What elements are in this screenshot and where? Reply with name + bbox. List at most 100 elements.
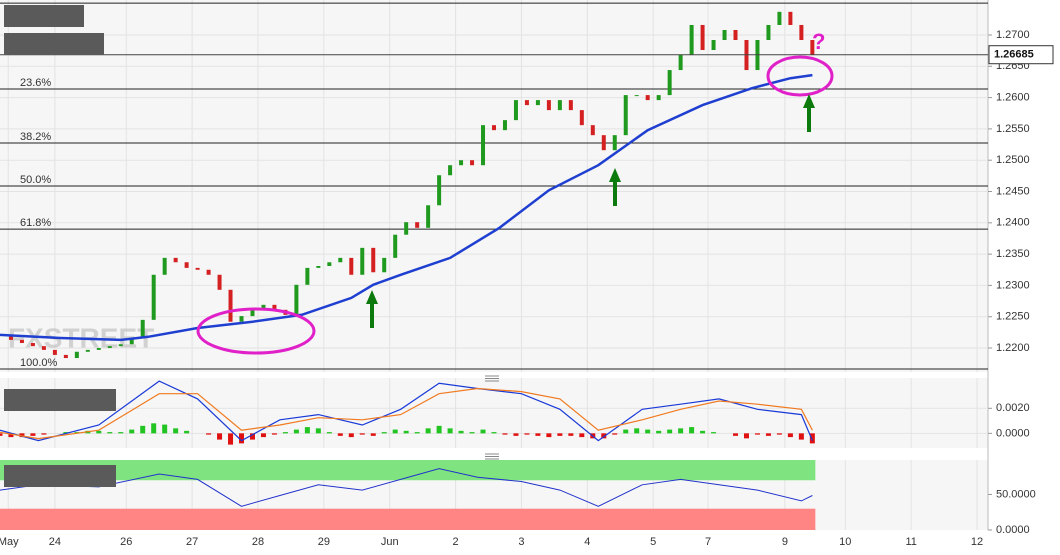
- y-tick-label: 1.2500: [996, 154, 1030, 166]
- label-box: [4, 389, 116, 411]
- candle: [788, 11, 793, 25]
- histogram-bar: [546, 433, 552, 438]
- histogram-bar: [425, 428, 431, 434]
- candle: [502, 120, 507, 131]
- histogram-bar: [249, 433, 255, 440]
- histogram-bar: [667, 429, 673, 434]
- candle: [272, 304, 277, 310]
- histogram-bar: [239, 433, 245, 444]
- x-tick-label: 2: [453, 536, 459, 548]
- candle: [557, 100, 562, 111]
- histogram-bar: [798, 433, 804, 440]
- candle: [700, 24, 705, 51]
- candle: [195, 267, 200, 270]
- x-tick-label: 4: [584, 536, 590, 548]
- histogram-bar: [370, 433, 376, 436]
- candle: [481, 125, 486, 166]
- candle: [777, 11, 782, 25]
- candle: [349, 257, 354, 275]
- y-tick-label: 1.2450: [996, 185, 1030, 197]
- histogram-bar: [787, 433, 793, 438]
- histogram-bar: [678, 428, 684, 434]
- histogram-bar: [776, 433, 782, 435]
- candle: [239, 316, 244, 322]
- x-tick-label: 26: [120, 536, 132, 548]
- histogram-bar: [271, 433, 277, 435]
- candle: [371, 247, 376, 273]
- last-price-box: [988, 45, 1054, 65]
- histogram-bar: [645, 429, 651, 434]
- candle: [513, 100, 518, 121]
- candle: [393, 234, 398, 258]
- histogram-bar: [733, 433, 739, 436]
- candle: [261, 304, 266, 308]
- histogram-bar: [436, 425, 442, 434]
- candle: [184, 262, 189, 268]
- candle: [733, 29, 738, 41]
- resize-handle[interactable]: [485, 375, 499, 382]
- histogram-bar: [568, 433, 574, 436]
- oversold-zone: [0, 508, 816, 530]
- candle: [30, 343, 35, 347]
- resize-handle[interactable]: [485, 453, 499, 460]
- histogram-bar: [502, 433, 508, 435]
- x-tick-label: 27: [186, 536, 198, 548]
- arrow: [803, 94, 815, 132]
- fib-label: 61.8%: [20, 217, 51, 229]
- candle: [590, 125, 595, 136]
- candle: [546, 100, 551, 111]
- x-tick-label: 11: [905, 536, 916, 548]
- histogram-bar: [337, 433, 343, 436]
- candle: [656, 95, 661, 101]
- fib-label: 0.0%: [20, 0, 45, 3]
- annotation-text: ?: [812, 29, 825, 54]
- histogram-bar: [458, 430, 464, 434]
- histogram-bar: [359, 433, 365, 435]
- x-tick-label: 5: [650, 536, 656, 548]
- last-price-label: 1.26685: [994, 49, 1034, 61]
- x-tick-label: 28: [252, 536, 264, 548]
- rsi-line: [0, 468, 813, 507]
- histogram-bar: [0, 433, 3, 436]
- histogram-bar: [513, 433, 519, 436]
- histogram-bar: [304, 427, 310, 434]
- x-tick-label: May: [0, 536, 19, 548]
- histogram-bar: [348, 433, 354, 438]
- candle: [140, 319, 145, 339]
- candle: [459, 160, 464, 166]
- candle: [448, 165, 453, 176]
- histogram-bar: [414, 432, 420, 434]
- candle: [173, 257, 178, 263]
- macd-line: [0, 387, 813, 440]
- candle: [206, 269, 211, 275]
- candle: [8, 334, 13, 340]
- y-tick-label: 1.2250: [996, 311, 1030, 323]
- candle: [338, 257, 343, 263]
- candle: [689, 24, 694, 56]
- arrow: [366, 290, 378, 328]
- histogram-bar: [447, 428, 453, 434]
- candle: [766, 24, 771, 41]
- candle: [74, 351, 79, 359]
- candle: [294, 284, 299, 315]
- candle: [118, 344, 123, 347]
- candle: [316, 266, 321, 268]
- candle: [711, 40, 716, 51]
- y-tick-label: 1.2350: [996, 248, 1030, 260]
- candle: [228, 289, 233, 322]
- candle: [524, 100, 529, 106]
- candle: [492, 125, 496, 131]
- candle: [634, 95, 639, 97]
- histogram-bar: [162, 424, 168, 434]
- histogram-bar: [293, 429, 299, 434]
- x-tick-label: 3: [518, 536, 524, 548]
- histogram-bar: [381, 432, 387, 434]
- histogram-bar: [612, 433, 618, 435]
- histogram-bar: [809, 433, 815, 444]
- histogram-bar: [656, 430, 662, 434]
- candle: [382, 257, 387, 273]
- histogram-bar: [557, 433, 563, 436]
- candle: [601, 135, 606, 151]
- histogram-bar: [206, 433, 212, 435]
- candle: [667, 70, 672, 96]
